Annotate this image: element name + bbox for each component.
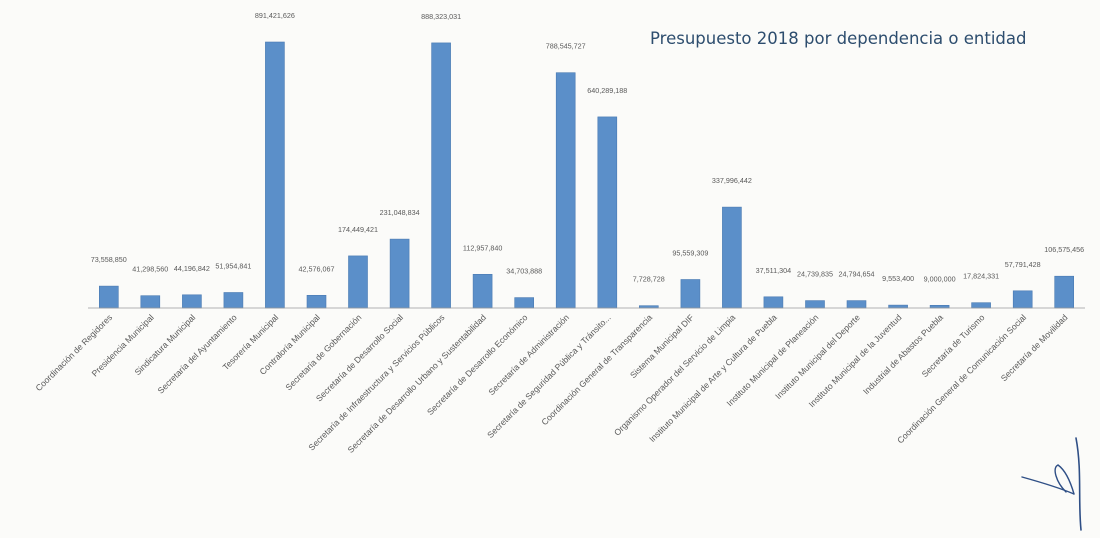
bar — [597, 116, 618, 309]
bar — [1054, 275, 1074, 309]
bar — [348, 255, 368, 309]
bar-value-label: 174,449,421 — [338, 225, 378, 234]
bar-value-label: 57,791,428 — [1005, 260, 1041, 269]
bar-value-label: 231,048,834 — [380, 208, 420, 217]
bar-value-label: 34,703,888 — [506, 267, 542, 276]
bar-value-label: 891,421,626 — [255, 11, 295, 20]
bar — [265, 41, 285, 309]
bar-value-label: 41,298,560 — [132, 265, 168, 274]
category-label: Secretaría de Gobernación — [283, 312, 363, 392]
chart-title: Presupuesto 2018 por dependencia o entid… — [650, 29, 1026, 48]
bar-value-label: 51,954,841 — [215, 262, 251, 271]
bar-value-label: 44,196,842 — [174, 264, 210, 273]
bar — [763, 296, 784, 309]
bar — [680, 279, 701, 309]
bar — [99, 285, 119, 309]
bar — [1012, 290, 1033, 309]
bar — [888, 304, 908, 309]
category-label: Secretaría del Ayuntamiento — [156, 312, 239, 395]
bar-value-label: 42,576,067 — [299, 264, 335, 273]
bar — [306, 294, 327, 309]
category-label: Coordinación de Regidores — [33, 312, 114, 393]
bar-value-label: 24,739,835 — [797, 270, 833, 279]
bar — [140, 295, 161, 309]
signature-mark — [1021, 437, 1082, 531]
bar-value-label: 106,575,456 — [1044, 245, 1084, 254]
bar — [514, 297, 535, 309]
bar — [182, 294, 202, 309]
bar — [472, 273, 493, 309]
bar-value-label: 337,996,442 — [712, 176, 752, 185]
bar — [555, 72, 576, 309]
bar-value-label: 37,511,304 — [756, 266, 791, 275]
bar-value-label: 17,824,331 — [963, 272, 999, 281]
bar-value-label: 112,957,840 — [463, 243, 502, 252]
bar — [929, 304, 950, 309]
bar — [971, 302, 991, 309]
bar-value-label: 24,794,654 — [839, 270, 875, 279]
bar — [846, 300, 867, 309]
category-label: Instituto Municipal del Deporte — [773, 312, 862, 401]
bar-value-label: 95,559,309 — [672, 249, 708, 258]
category-label: Secretaría de Desarrollo Social — [314, 312, 405, 403]
bar-value-label: 788,545,727 — [546, 42, 586, 51]
bar — [805, 300, 825, 309]
bar — [722, 206, 742, 309]
category-label: Secretaría de Administración — [486, 312, 571, 397]
bar-value-label: 73,558,850 — [91, 255, 127, 264]
category-label: Industrial de Abastos Puebla — [861, 312, 945, 396]
bar — [389, 238, 410, 309]
bar-value-label: 9,000,000 — [924, 274, 956, 283]
bar-value-label: 640,289,188 — [587, 86, 627, 95]
plot-area: 73,558,850 41,298,560 44,196,842 51,954,841… — [91, 11, 1084, 309]
bar-value-label: 9,553,400 — [882, 274, 914, 283]
bar-value-label: 7,728,728 — [633, 275, 665, 284]
bar — [223, 292, 244, 309]
bar — [431, 42, 451, 309]
bar-value-label: 888,323,031 — [421, 12, 461, 21]
